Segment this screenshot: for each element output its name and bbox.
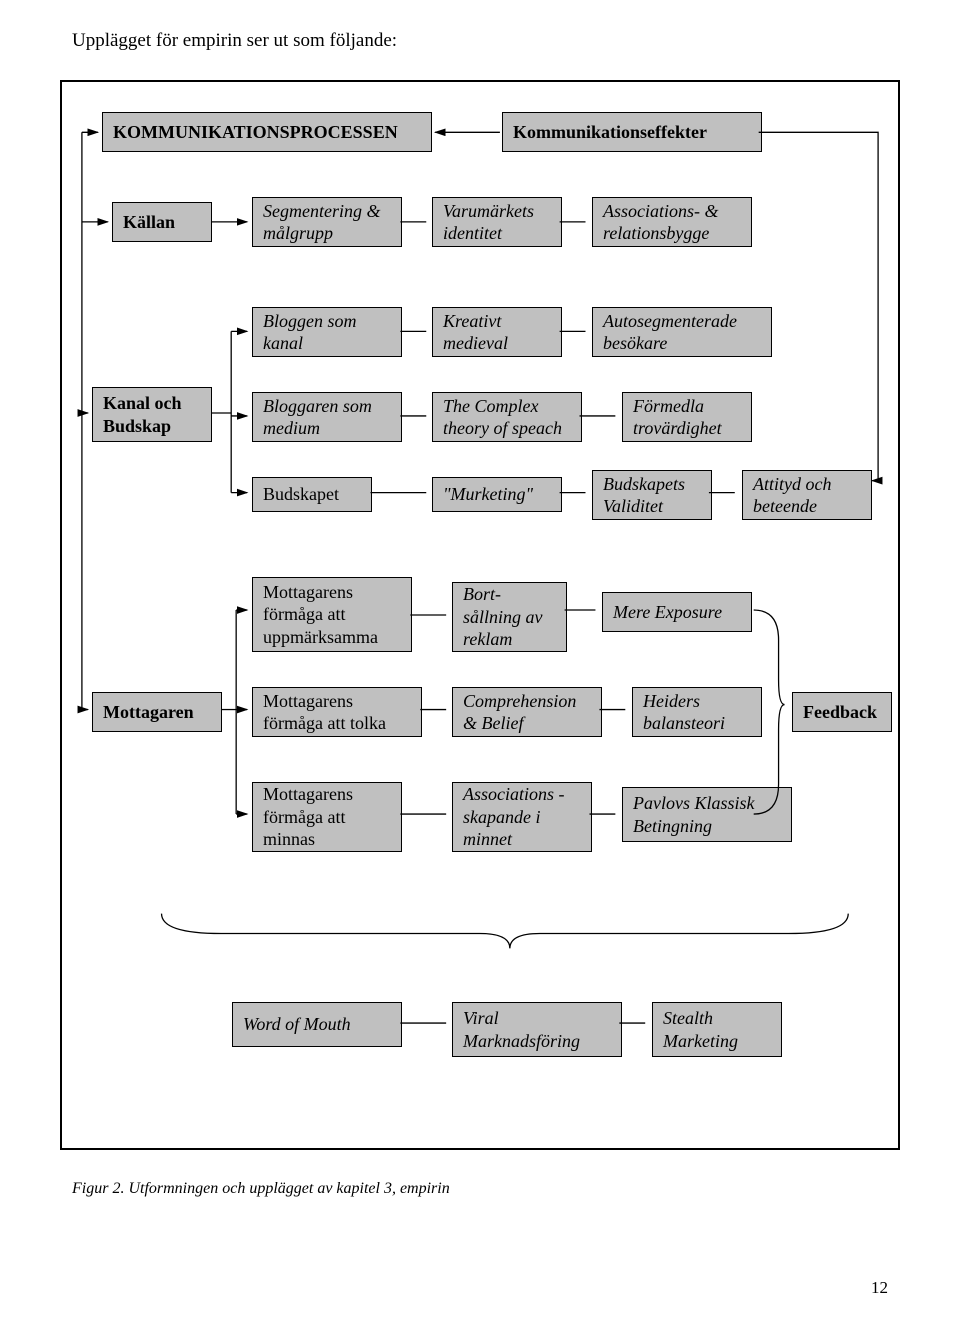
node-mottupp: Mottagarens förmåga att uppmärksamma	[252, 577, 412, 652]
node-kanalbud: Kanal och Budskap	[92, 387, 212, 442]
node-mereexp: Mere Exposure	[602, 592, 752, 632]
node-kreativt: Kreativt medieval	[432, 307, 562, 357]
intro-text: Upplägget för empirin ser ut som följand…	[72, 30, 397, 52]
node-bortsall: Bort-sållning av reklam	[452, 582, 567, 652]
diagram-frame: KOMMUNIKATIONSPROCESSEN Kommunikationsef…	[60, 80, 900, 1150]
node-pavlovs: Pavlovs Klassisk Betingning	[622, 787, 792, 842]
node-motttolka: Mottagarens förmåga att tolka	[252, 687, 422, 737]
node-autoseg: Autosegmenterade besökare	[592, 307, 772, 357]
node-mottagaren: Mottagaren	[92, 692, 222, 732]
node-murketing: "Murketing"	[432, 477, 562, 512]
node-heiders: Heiders balansteori	[632, 687, 762, 737]
node-kallan: Källan	[112, 202, 212, 242]
node-assocskap: Associations -skapande i minnet	[452, 782, 592, 852]
node-assocrel: Associations- & relationsbygge	[592, 197, 752, 247]
node-complex: The Complex theory of speach	[432, 392, 582, 442]
node-viral: Viral Marknadsföring	[452, 1002, 622, 1057]
node-kommproc: KOMMUNIKATIONSPROCESSEN	[102, 112, 432, 152]
page-number: 12	[871, 1278, 888, 1298]
node-attityd: Attityd och beteende	[742, 470, 872, 520]
node-budskapet: Budskapet	[252, 477, 372, 512]
node-budvalid: Budskapets Validitet	[592, 470, 712, 520]
node-mottminnas: Mottagarens förmåga att minnas	[252, 782, 402, 852]
node-varum: Varumärkets identitet	[432, 197, 562, 247]
figure-caption: Figur 2. Utformningen och upplägget av k…	[72, 1180, 450, 1198]
node-bloggaren: Bloggaren som medium	[252, 392, 402, 442]
node-feedback: Feedback	[792, 692, 892, 732]
node-formedla: Förmedla trovärdighet	[622, 392, 752, 442]
node-wordofmouth: Word of Mouth	[232, 1002, 402, 1047]
node-stealth: Stealth Marketing	[652, 1002, 782, 1057]
node-compbel: Comprehension & Belief	[452, 687, 602, 737]
node-bloggen: Bloggen som kanal	[252, 307, 402, 357]
node-kommeff: Kommunikationseffekter	[502, 112, 762, 152]
node-segment: Segmentering & målgrupp	[252, 197, 402, 247]
